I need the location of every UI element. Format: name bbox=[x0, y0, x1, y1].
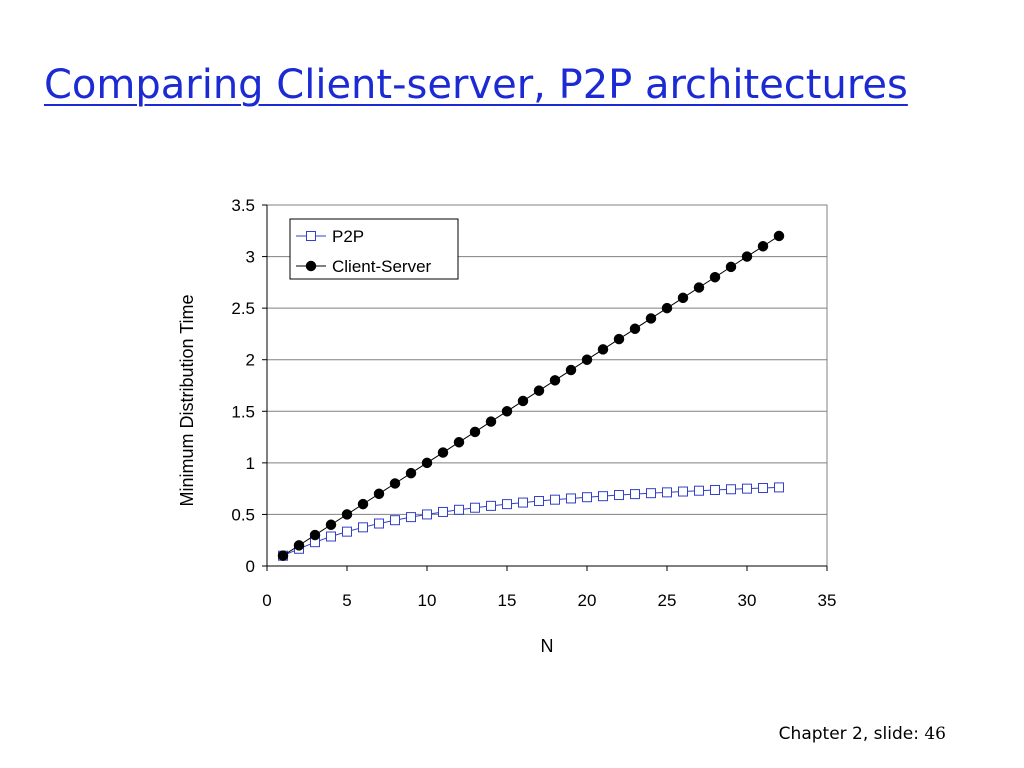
data-point-p2p bbox=[390, 515, 400, 526]
data-point-client-server bbox=[485, 416, 497, 427]
data-point-client-server bbox=[693, 282, 705, 293]
x-tick-label: 30 bbox=[738, 591, 757, 610]
data-point-p2p bbox=[646, 488, 656, 499]
data-point-client-server bbox=[629, 323, 641, 335]
data-point-p2p bbox=[694, 485, 704, 496]
data-point-client-server bbox=[533, 385, 545, 396]
data-point-client-server bbox=[581, 354, 593, 365]
x-tick-label: 10 bbox=[418, 591, 437, 610]
data-point-client-server bbox=[661, 302, 673, 314]
legend: P2P Client-Server bbox=[289, 218, 459, 280]
data-point-p2p bbox=[614, 490, 624, 501]
data-point-client-server bbox=[421, 457, 433, 469]
data-point-p2p bbox=[710, 484, 720, 495]
legend-item-client-server: Client-Server bbox=[296, 257, 432, 276]
data-point-client-server bbox=[373, 488, 385, 500]
data-point-client-server bbox=[725, 261, 737, 273]
data-point-client-server bbox=[453, 436, 465, 448]
data-point-p2p bbox=[374, 518, 384, 529]
data-point-p2p bbox=[406, 512, 416, 523]
data-point-p2p bbox=[566, 493, 576, 504]
data-point-p2p bbox=[742, 483, 752, 494]
data-point-client-server bbox=[565, 364, 577, 376]
data-point-client-server bbox=[277, 550, 289, 561]
data-point-p2p bbox=[774, 482, 784, 493]
data-point-p2p bbox=[534, 496, 544, 507]
data-point-client-server bbox=[549, 375, 561, 386]
data-point-client-server bbox=[357, 498, 369, 510]
data-point-client-server bbox=[757, 241, 769, 252]
data-point-p2p bbox=[358, 522, 368, 533]
y-tick-label: 0 bbox=[246, 557, 255, 576]
data-point-p2p bbox=[726, 484, 736, 495]
x-axis-label: N bbox=[541, 636, 554, 656]
legend-label: P2P bbox=[332, 227, 364, 246]
legend-marker bbox=[305, 260, 317, 272]
data-point-p2p bbox=[342, 526, 352, 537]
x-tick-label: 0 bbox=[262, 591, 271, 610]
legend-box bbox=[289, 218, 459, 280]
data-point-p2p bbox=[662, 487, 672, 498]
y-tick-label: 1.5 bbox=[231, 402, 255, 421]
x-tick-label: 20 bbox=[578, 591, 597, 610]
data-point-client-server bbox=[517, 395, 529, 407]
data-point-p2p bbox=[454, 504, 464, 515]
series-layer bbox=[277, 230, 785, 561]
y-tick-label: 0.5 bbox=[231, 505, 255, 524]
slide-footer: Chapter 2, slide: 46 bbox=[779, 724, 946, 744]
x-tick-label: 15 bbox=[498, 591, 517, 610]
data-point-p2p bbox=[422, 509, 432, 520]
data-point-p2p bbox=[550, 494, 560, 505]
data-point-client-server bbox=[613, 333, 625, 345]
data-point-p2p bbox=[470, 502, 480, 513]
data-point-p2p bbox=[438, 506, 448, 517]
data-point-client-server bbox=[405, 467, 417, 479]
data-point-p2p bbox=[598, 491, 608, 502]
data-point-client-server bbox=[773, 230, 785, 242]
x-tick-label: 25 bbox=[658, 591, 677, 610]
series-client-server bbox=[277, 230, 785, 561]
data-point-client-server bbox=[677, 292, 689, 304]
data-point-client-server bbox=[389, 478, 401, 489]
series-line-client-server bbox=[282, 235, 780, 557]
axes: 0 0.5 1 1.5 2 2.5 3 3.5 0 5 10 15 20 25 30 35 bbox=[231, 196, 836, 610]
distribution-time-chart: 0 0.5 1 1.5 2 2.5 3 3.5 0 5 10 15 20 25 30 35 P2P Client… bbox=[177, 196, 836, 656]
slide-title: Comparing Client-server, P2P architectur… bbox=[44, 62, 908, 108]
data-point-client-server bbox=[293, 540, 305, 551]
data-point-p2p bbox=[582, 492, 592, 503]
footer-chapter-label: Chapter 2, slide: bbox=[778, 724, 919, 744]
data-point-client-server bbox=[469, 426, 481, 438]
data-point-client-server bbox=[709, 271, 721, 283]
data-point-client-server bbox=[501, 406, 513, 417]
data-point-p2p bbox=[502, 499, 512, 510]
data-point-client-server bbox=[597, 344, 609, 355]
data-point-p2p bbox=[518, 497, 528, 508]
data-point-client-server bbox=[309, 529, 321, 541]
x-tick-label: 5 bbox=[342, 591, 351, 610]
data-point-client-server bbox=[645, 313, 657, 324]
legend-item-p2p: P2P bbox=[296, 227, 364, 246]
data-point-p2p bbox=[678, 486, 688, 497]
series-line-p2p bbox=[282, 486, 780, 557]
y-tick-label: 3.5 bbox=[231, 196, 255, 215]
slide-number: 46 bbox=[924, 724, 946, 744]
legend-label: Client-Server bbox=[332, 257, 432, 276]
series-p2p bbox=[278, 482, 784, 561]
y-axis-label: Minimum Distribution Time bbox=[177, 294, 197, 506]
data-point-client-server bbox=[741, 251, 753, 262]
data-point-p2p bbox=[326, 531, 336, 542]
y-tick-label: 2.5 bbox=[231, 299, 255, 318]
data-point-p2p bbox=[486, 500, 496, 511]
y-tick-label: 3 bbox=[246, 248, 255, 267]
data-point-p2p bbox=[758, 483, 768, 494]
legend-marker bbox=[306, 231, 316, 241]
y-tick-label: 2 bbox=[246, 351, 255, 370]
y-tick-label: 1 bbox=[246, 454, 255, 473]
data-point-client-server bbox=[341, 509, 353, 520]
data-point-client-server bbox=[325, 519, 337, 530]
x-tick-label: 35 bbox=[818, 591, 837, 610]
data-point-client-server bbox=[437, 447, 449, 458]
data-point-p2p bbox=[630, 489, 640, 500]
